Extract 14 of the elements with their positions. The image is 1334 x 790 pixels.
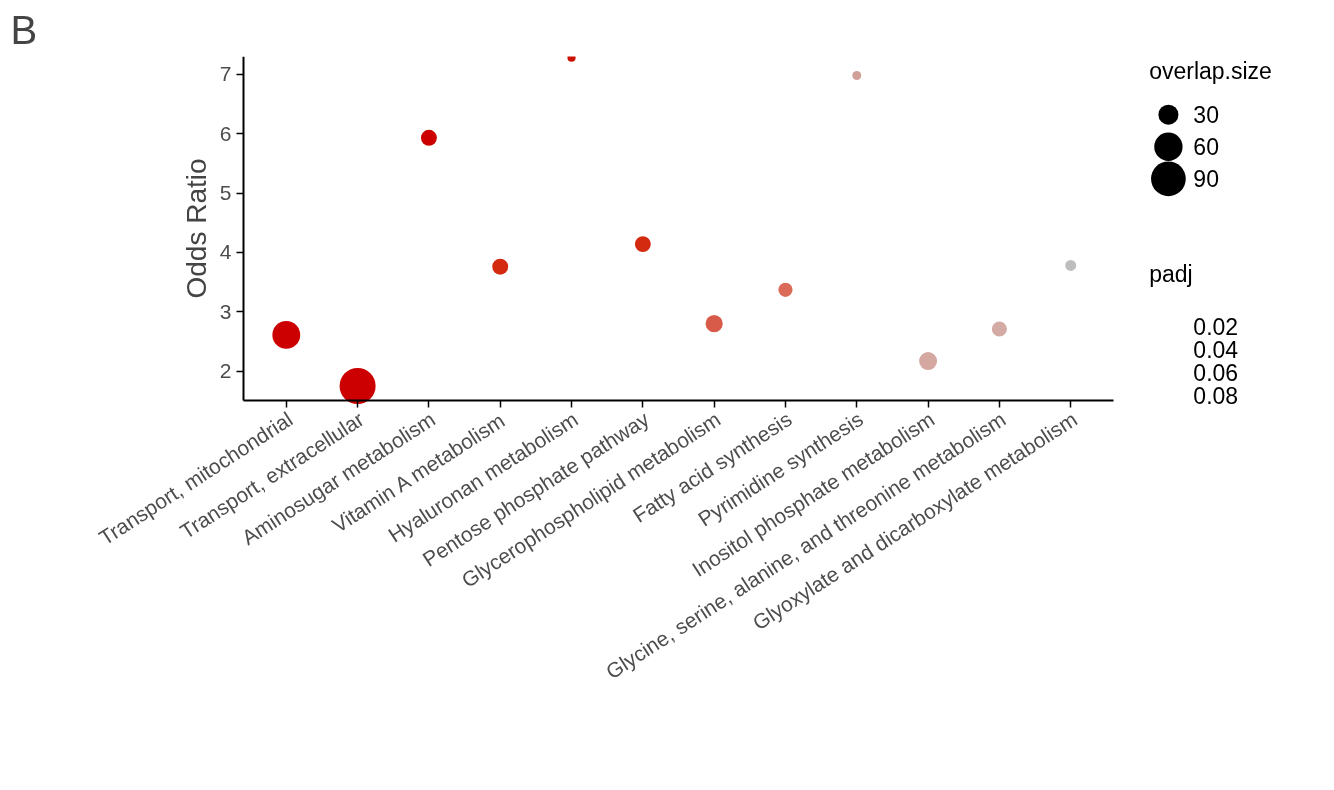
text: 0.08 <box>1193 383 1239 409</box>
legend-label: 30 <box>1193 102 1219 129</box>
y-tick-label: 2 <box>219 359 232 383</box>
legend-title: overlap.size <box>1149 58 1272 85</box>
text: padj <box>1149 261 1193 288</box>
legend-label: 90 <box>1193 166 1219 193</box>
y-tick-label: 7 <box>219 62 232 86</box>
y-tick-label: 4 <box>219 240 232 264</box>
y-tick-label: 5 <box>219 181 232 205</box>
y-axis-title: Odds Ratio <box>180 158 212 299</box>
legend-label: 60 <box>1193 134 1219 161</box>
chart-title: B <box>10 7 38 52</box>
y-tick-label: 3 <box>219 299 232 323</box>
y-tick-label: 6 <box>219 121 232 145</box>
